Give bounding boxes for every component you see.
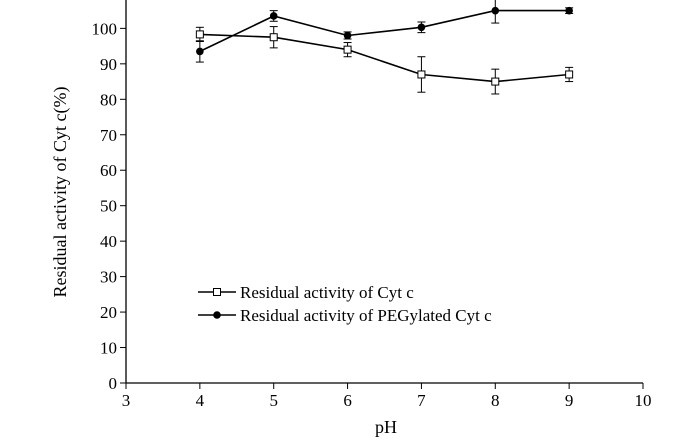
x-tick-label: 7 <box>417 391 426 410</box>
data-point <box>269 12 278 20</box>
series-line <box>199 33 570 83</box>
x-tick-label: 10 <box>635 391 652 410</box>
legend-label: Residual activity of Cyt c <box>240 283 414 302</box>
x-tick-label: 6 <box>343 391 352 410</box>
legend-marker <box>213 288 221 296</box>
y-tick-label: 80 <box>100 90 117 109</box>
data-point <box>343 31 352 40</box>
axes-group <box>125 0 643 384</box>
data-point <box>269 33 278 42</box>
x-ticks-group: 3 4 5 6 7 8 9 10 <box>122 383 652 410</box>
x-tick-label: 4 <box>196 391 205 410</box>
data-point <box>491 77 500 86</box>
y-tick-label: 90 <box>100 55 117 74</box>
x-tick-label: 3 <box>122 391 131 410</box>
y-tick-label: 20 <box>100 303 117 322</box>
legend: Residual activity of Cyt c Residual activ… <box>198 283 492 325</box>
data-point <box>491 6 500 15</box>
y-tick-label: 30 <box>100 268 117 287</box>
x-tick-label: 8 <box>491 391 500 410</box>
legend-marker <box>213 311 221 319</box>
data-point <box>565 70 574 79</box>
y-tick-label: 0 <box>109 374 118 393</box>
series-group <box>195 0 574 95</box>
series-1 <box>195 26 574 95</box>
y-tick-label: 40 <box>100 232 117 251</box>
data-point <box>417 70 426 79</box>
y-tick-label: 100 <box>92 19 118 38</box>
y-tick-label: 60 <box>100 161 117 180</box>
y-axis-title: Residual activity of Cyt c(%) <box>50 87 71 298</box>
x-axis-title: pH <box>375 417 397 437</box>
x-tick-label: 9 <box>565 391 574 410</box>
data-point <box>565 6 573 15</box>
series-line <box>199 9 570 53</box>
data-point <box>196 47 204 56</box>
data-point <box>343 45 352 54</box>
y-tick-label: 10 <box>100 339 117 358</box>
series-2 <box>195 0 574 63</box>
y-tick-label: 50 <box>100 197 117 216</box>
data-point <box>195 30 204 39</box>
legend-label: Residual activity of PEGylated Cyt c <box>240 306 492 325</box>
data-point <box>417 23 426 32</box>
y-ticks-group: 0 10 20 30 40 50 60 70 80 90 100 <box>92 19 126 393</box>
x-tick-label: 5 <box>269 391 278 410</box>
y-tick-label: 70 <box>100 126 117 145</box>
